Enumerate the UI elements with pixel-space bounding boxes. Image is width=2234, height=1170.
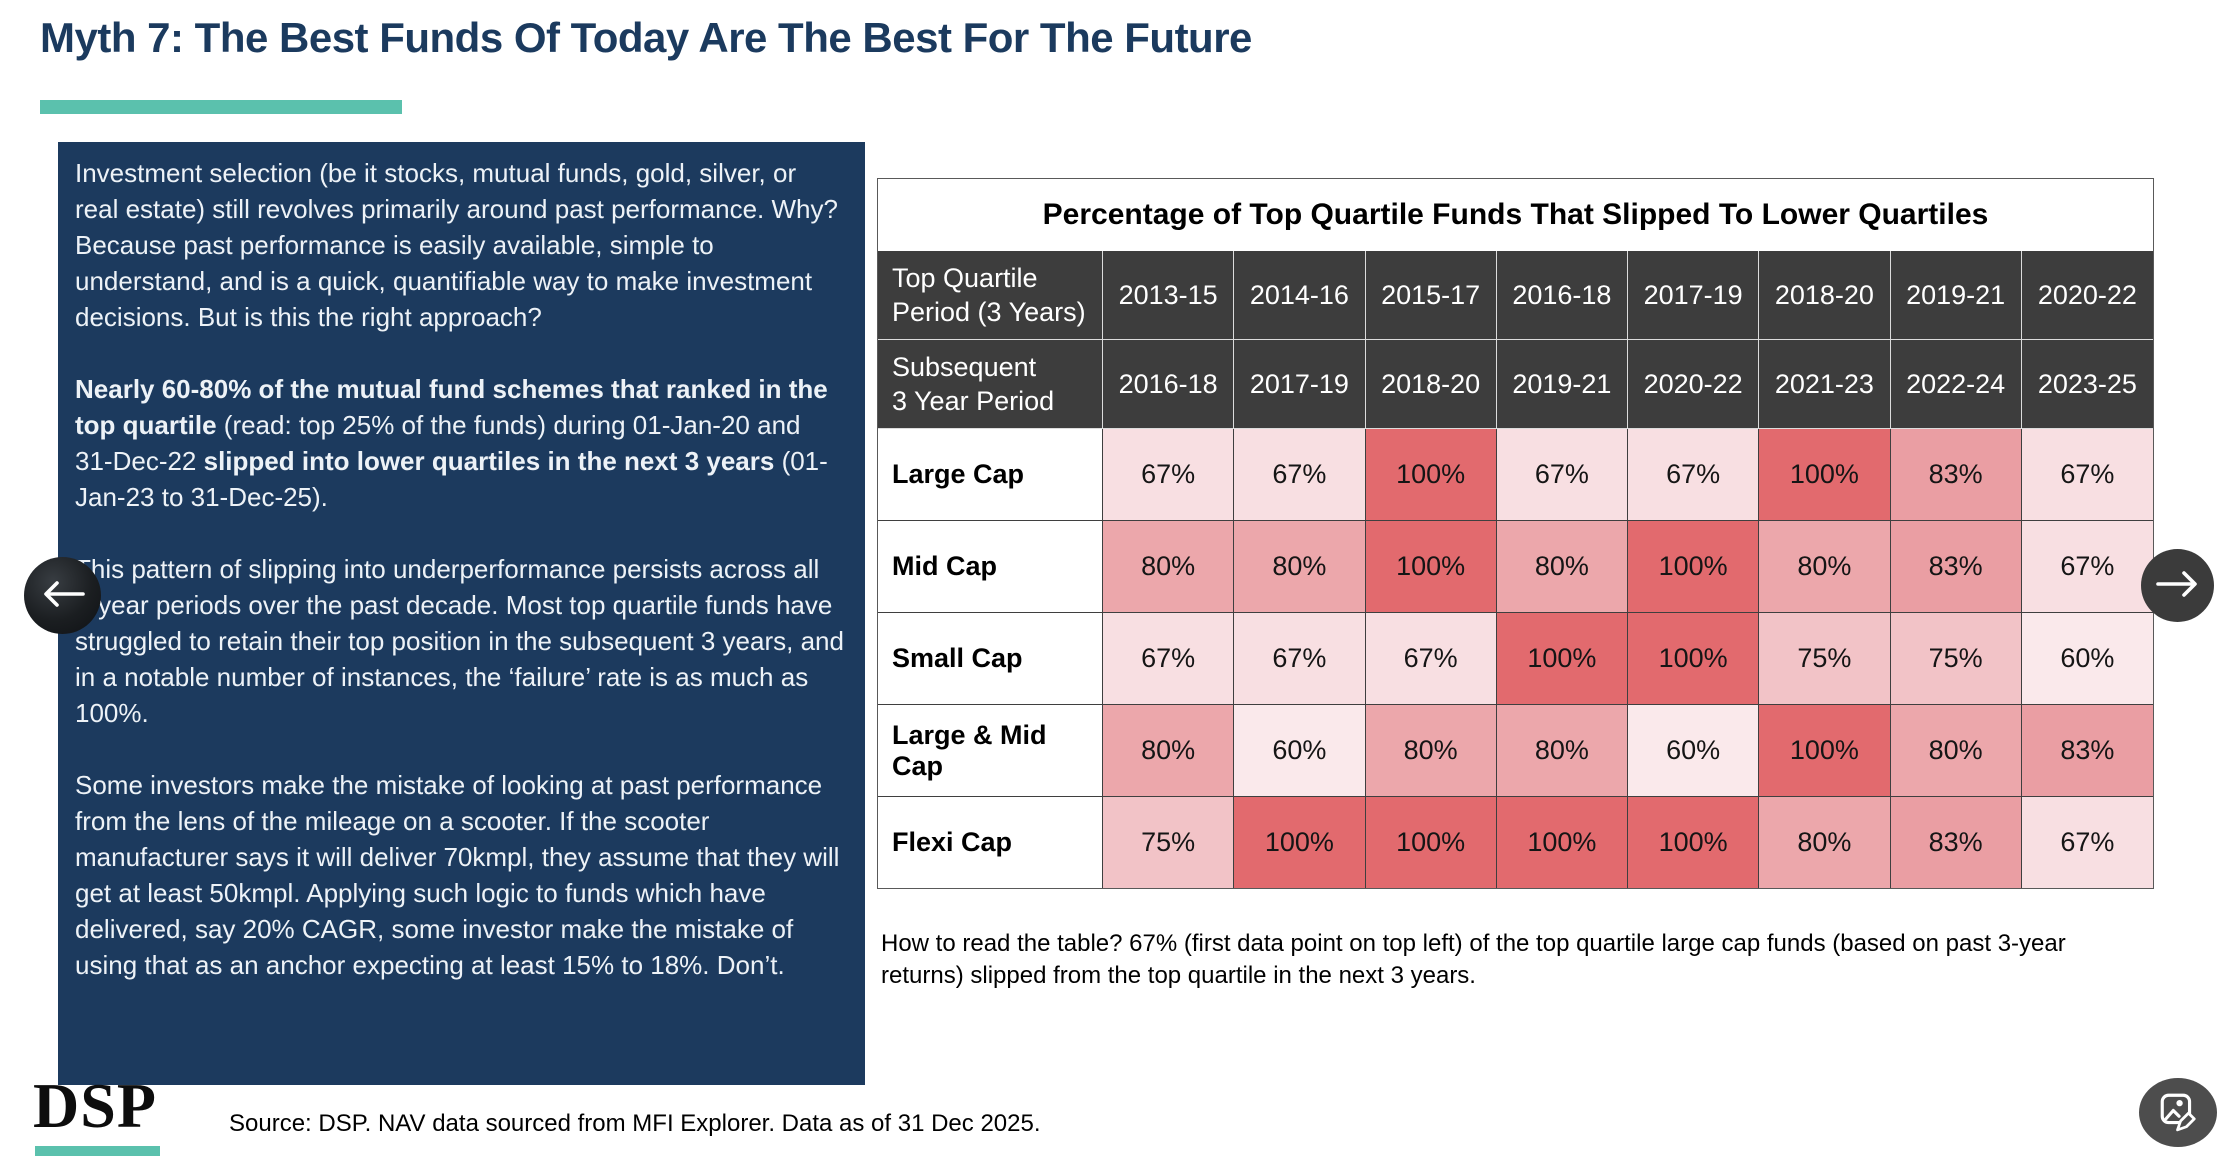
table-row: Mid Cap 80% 80% 100% 80% 100% 80% 83% 67% [878,521,2153,613]
value-cell: 67% [1496,429,1628,521]
header-year-cell: 2021-23 [1759,340,1891,429]
fund-row-label: Flexi Cap [878,797,1103,888]
value-cell: 75% [1759,613,1891,705]
value-cell: 100% [1365,521,1497,613]
header-year-cell: 2020-22 [1628,340,1760,429]
source-note: Source: DSP. NAV data sourced from MFI E… [229,1110,1041,1137]
header-row-label: Subsequent 3 Year Period [878,340,1103,429]
table-body: Large Cap 67% 67% 100% 67% 67% 100% 83% 67% Mid C… [878,429,2153,888]
intro-paragraph: This pattern of slipping into underperfo… [75,554,844,728]
value-cell: 80% [1103,521,1235,613]
header-year-cell: 2016-18 [1103,340,1235,429]
dsp-logo-underline [35,1146,160,1156]
value-cell: 80% [1103,705,1235,797]
value-cell: 67% [1365,613,1497,705]
page-title: Myth 7: The Best Funds Of Today Are The … [40,14,1252,61]
intro-paragraph: Nearly 60-80% of the mutual fund schemes… [75,374,828,512]
value-cell: 75% [1103,797,1235,888]
value-cell: 80% [1496,705,1628,797]
fund-row-label: Mid Cap [878,521,1103,613]
value-cell: 67% [1234,429,1366,521]
table-row: Small Cap 67% 67% 67% 100% 100% 75% 75% 60% [878,613,2153,705]
value-cell: 83% [1890,429,2022,521]
value-cell: 83% [2021,705,2153,797]
table-row: Large & Mid Cap 80% 60% 80% 80% 60% 100% 80% 83% [878,705,2153,797]
header-year-cell: 2018-20 [1365,340,1497,429]
header-row: Subsequent 3 Year Period 2016-18 2017-19 20… [878,340,2153,429]
header-year-cell: 2016-18 [1496,251,1628,340]
value-cell: 100% [1759,429,1891,521]
value-cell: 67% [1234,613,1366,705]
header-year-cell: 2019-21 [1496,340,1628,429]
value-cell: 100% [1628,613,1760,705]
value-cell: 100% [1496,797,1628,888]
intro-paragraph: Investment selection (be it stocks, mutu… [75,158,838,332]
header-year-cell: 2020-22 [2021,251,2153,340]
value-cell: 80% [1234,521,1366,613]
table-row: Large Cap 67% 67% 100% 67% 67% 100% 83% 67% [878,429,2153,521]
value-cell: 100% [1628,521,1760,613]
header-year-cell: 2017-19 [1234,340,1366,429]
fund-row-label: Large & Mid Cap [878,705,1103,797]
value-cell: 100% [1365,429,1497,521]
quartile-table-panel: Percentage of Top Quartile Funds That Sl… [877,178,2154,889]
value-cell: 60% [1628,705,1760,797]
value-cell: 80% [1365,705,1497,797]
header-year-cell: 2018-20 [1759,251,1891,340]
value-cell: 100% [1234,797,1366,888]
next-slide-button[interactable] [2141,549,2214,622]
header-year-cell: 2013-15 [1103,251,1235,340]
value-cell: 80% [1496,521,1628,613]
value-cell: 67% [1628,429,1760,521]
value-cell: 67% [2021,429,2153,521]
fund-row-label: Small Cap [878,613,1103,705]
intro-paragraph: Some investors make the mistake of looki… [75,770,840,980]
table-row: Flexi Cap 75% 100% 100% 100% 100% 80% 83% 67% [878,797,2153,888]
value-cell: 67% [1103,613,1235,705]
value-cell: 60% [2021,613,2153,705]
title-underline [40,100,402,114]
table-title: Percentage of Top Quartile Funds That Sl… [1042,198,1989,231]
value-cell: 100% [1365,797,1497,888]
arrow-left-icon [41,580,85,611]
value-cell: 75% [1890,613,2022,705]
header-row-label: Top Quartile Period (3 Years) [878,251,1103,340]
intro-panel: Investment selection (be it stocks, mutu… [58,142,865,1085]
header-year-cell: 2022-24 [1890,340,2022,429]
value-cell: 67% [2021,797,2153,888]
fund-row-label: Large Cap [878,429,1103,521]
header-year-cell: 2015-17 [1365,251,1497,340]
value-cell: 80% [1759,797,1891,888]
value-cell: 100% [1759,705,1891,797]
value-cell: 100% [1496,613,1628,705]
value-cell: 67% [1103,429,1235,521]
table-header: Top Quartile Period (3 Years) 2013-15 2014… [878,251,2153,429]
value-cell: 100% [1628,797,1760,888]
header-year-cell: 2014-16 [1234,251,1366,340]
value-cell: 80% [1759,521,1891,613]
dsp-logo: DSP [33,1070,157,1141]
value-cell: 60% [1234,705,1366,797]
value-cell: 67% [2021,521,2153,613]
prev-slide-button[interactable] [24,557,101,634]
header-row: Top Quartile Period (3 Years) 2013-15 2014… [878,251,2153,340]
header-year-cell: 2017-19 [1628,251,1760,340]
intro-paragraphs: Investment selection (be it stocks, mutu… [75,155,845,983]
value-cell: 83% [1890,521,2022,613]
image-edit-icon [2157,1090,2199,1135]
arrow-right-icon [2155,570,2200,601]
quartile-table: Top Quartile Period (3 Years) 2013-15 2014… [878,251,2153,888]
header-year-cell: 2023-25 [2021,340,2153,429]
edit-image-button[interactable] [2139,1078,2217,1147]
value-cell: 80% [1890,705,2022,797]
value-cell: 83% [1890,797,2022,888]
header-year-cell: 2019-21 [1890,251,2022,340]
how-to-read-note: How to read the table? 67% (first data p… [881,930,2066,989]
